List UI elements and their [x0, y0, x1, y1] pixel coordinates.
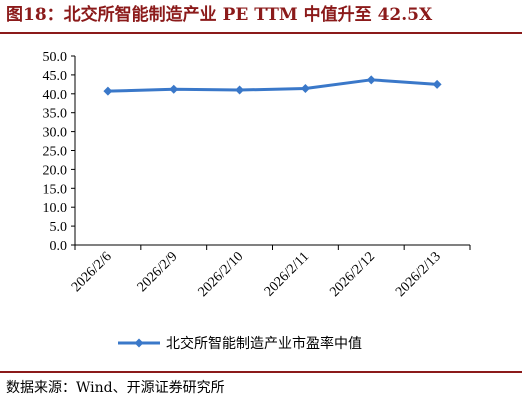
legend-label: 北交所智能制造产业市盈率中值: [166, 335, 362, 352]
y-tick-label: 45.0: [43, 69, 68, 84]
data-point: [300, 84, 310, 94]
x-tick-label: 2026/2/10: [196, 249, 247, 300]
data-source-note: 数据来源：Wind、开源证券研究所: [6, 380, 225, 396]
x-tick-label: 2026/2/13: [393, 249, 444, 300]
x-tick-label: 2026/2/12: [327, 249, 378, 300]
title-rule: [0, 32, 522, 34]
data-point: [366, 75, 376, 85]
x-tick-label: 2026/2/11: [262, 249, 312, 299]
x-tick-label: 2026/2/6: [69, 249, 115, 295]
data-point: [432, 79, 442, 89]
y-tick-label: 30.0: [43, 126, 68, 141]
legend-marker: [134, 338, 144, 348]
source-rule: [0, 371, 522, 373]
x-tick-label: 2026/2/9: [135, 249, 181, 295]
pe-ttm-line-chart: 0.0 5.0 10.0 15.0 20.0 25.0 30.0 35.0 40.0 45.0 50…: [43, 50, 471, 352]
y-tick-label: 50.0: [43, 50, 68, 65]
y-tick-label: 15.0: [43, 182, 68, 197]
y-tick-label: 10.0: [43, 201, 68, 216]
chart-area: 0.0 5.0 10.0 15.0 20.0 25.0 30.0 35.0 40.0 45.0 50…: [0, 34, 522, 369]
y-tick-label: 20.0: [43, 163, 68, 178]
series-line: [107, 78, 438, 93]
data-point: [235, 85, 245, 95]
y-tick-label: 35.0: [43, 107, 68, 122]
figure-title: 图18：北交所智能制造产业 PE TTM 中值升至 42.5X: [6, 5, 433, 25]
y-tick-label: 0.0: [50, 239, 68, 254]
data-point: [169, 84, 179, 94]
y-tick-label: 5.0: [50, 220, 68, 235]
data-point: [103, 86, 113, 96]
y-tick-label: 25.0: [43, 145, 68, 160]
y-tick-label: 40.0: [43, 88, 68, 103]
